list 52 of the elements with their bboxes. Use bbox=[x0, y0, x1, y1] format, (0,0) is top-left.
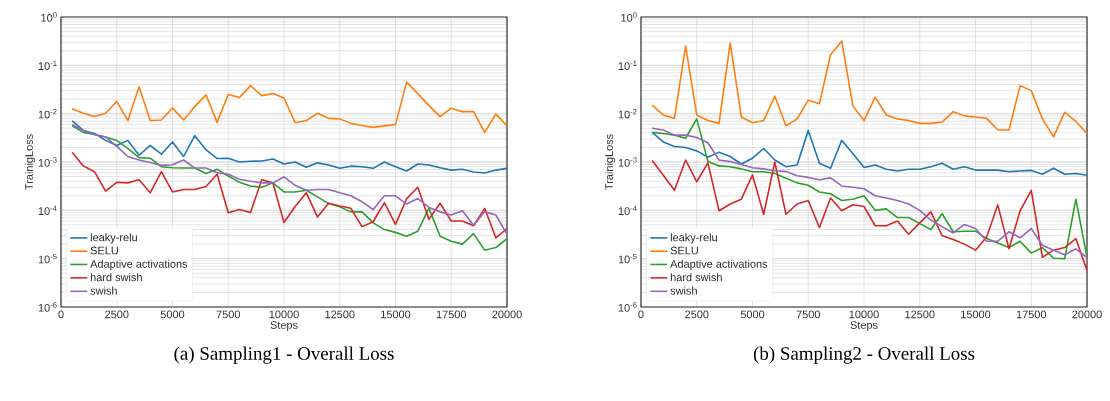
y-tick-label: 10$^{-5}$ bbox=[618, 253, 637, 264]
y-tick-label: 10$^{-5}$ bbox=[38, 253, 57, 264]
x-tick-label: 10000 bbox=[849, 310, 879, 319]
x-tick-label: 7500 bbox=[796, 310, 820, 319]
x-tick-label: 17500 bbox=[436, 310, 467, 319]
line-series bbox=[71, 120, 507, 174]
x-tick-label: 20000 bbox=[1072, 310, 1102, 319]
legend-label: SELU bbox=[670, 246, 698, 255]
x-tick-label: 7500 bbox=[216, 310, 240, 319]
y-tick-label: 10$^{-3}$ bbox=[618, 157, 637, 167]
x-tick-label: 15000 bbox=[381, 310, 411, 319]
y-axis-title: TrainigLoss bbox=[24, 134, 36, 190]
x-tick-label: 5000 bbox=[160, 310, 185, 319]
x-tick-label: 15000 bbox=[961, 310, 991, 319]
y-tick-label: 10$^{-1}$ bbox=[618, 60, 637, 71]
legend-label: leaky-relu bbox=[90, 233, 137, 244]
y-tick-label: 10$^{0}$ bbox=[41, 12, 57, 22]
y-tick-label: 10$^{0}$ bbox=[621, 12, 637, 22]
x-tick-label: 5000 bbox=[740, 310, 765, 319]
y-tick-label: 10$^{-1}$ bbox=[38, 60, 57, 71]
line-series bbox=[651, 159, 1088, 272]
legend-label: Adaptive activations bbox=[670, 259, 768, 270]
x-tick-label: 12500 bbox=[325, 310, 355, 319]
y-tick-label: 10$^{-4}$ bbox=[38, 205, 57, 216]
x-tick-label: 17500 bbox=[1016, 310, 1047, 319]
x-tick-label: 12500 bbox=[905, 310, 935, 319]
x-tick-label: 10000 bbox=[269, 310, 299, 319]
x-axis-title: Steps bbox=[270, 321, 298, 332]
x-tick-label: 2500 bbox=[685, 310, 709, 319]
line-series bbox=[651, 40, 1088, 138]
legend-label: Adaptive activations bbox=[90, 259, 188, 270]
x-axis-title: Steps bbox=[850, 321, 878, 332]
y-tick-label: 10$^{-4}$ bbox=[618, 205, 637, 216]
x-tick-label: 20000 bbox=[492, 310, 522, 319]
line-series bbox=[71, 81, 507, 134]
text: (a) Sampling1 - Overall Loss bbox=[174, 346, 394, 364]
legend-label: leaky-relu bbox=[670, 233, 717, 244]
text: (b) Sampling2 - Overall Loss bbox=[753, 346, 975, 364]
legend-label: hard swish bbox=[670, 273, 722, 282]
legend-label: hard swish bbox=[90, 273, 142, 282]
x-tick-label: 0 bbox=[638, 310, 644, 319]
y-tick-label: 10$^{-3}$ bbox=[38, 157, 57, 167]
y-tick-label: 10$^{-6}$ bbox=[618, 302, 637, 312]
legend-label: swish bbox=[670, 286, 697, 295]
x-tick-label: 2500 bbox=[105, 310, 129, 319]
y-tick-label: 10$^{-2}$ bbox=[618, 108, 637, 119]
x-tick-label: 0 bbox=[58, 310, 64, 319]
legend-label: swish bbox=[90, 286, 117, 295]
y-tick-label: 10$^{-2}$ bbox=[38, 108, 57, 119]
y-tick-label: 10$^{-6}$ bbox=[38, 302, 57, 312]
y-axis-title: TrainigLoss bbox=[604, 134, 616, 190]
legend-label: SELU bbox=[90, 246, 118, 255]
